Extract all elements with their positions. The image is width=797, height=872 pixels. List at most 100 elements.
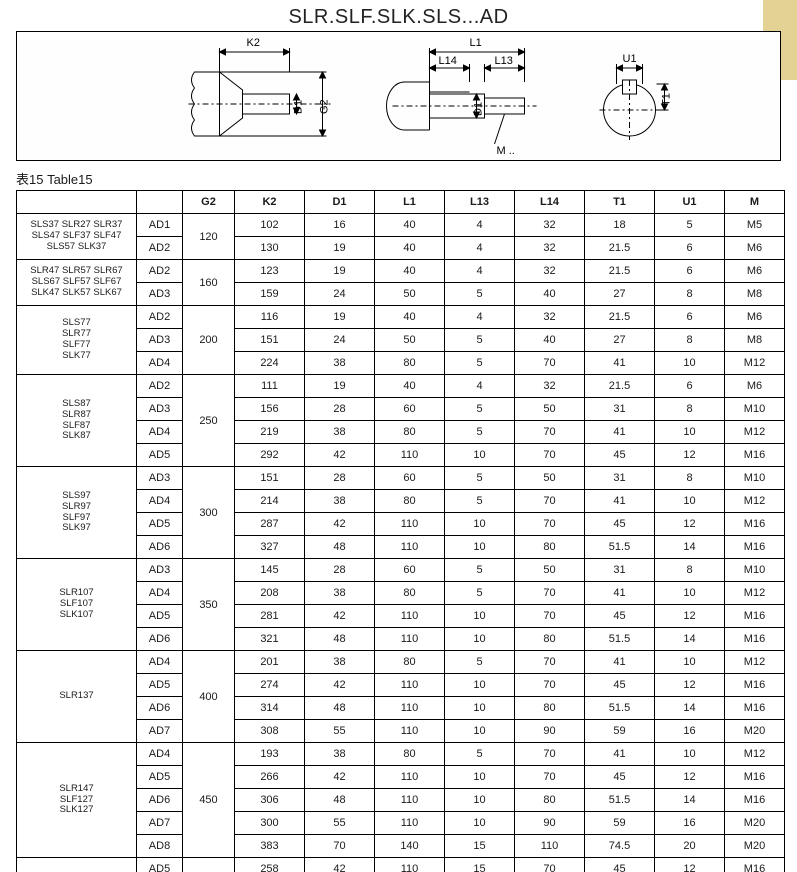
t1-cell: 45 <box>585 444 655 467</box>
l1-cell: 80 <box>375 490 445 513</box>
l14-cell: 70 <box>515 421 585 444</box>
table-row: SLR107SLF107SLK107AD33501452860550318M10 <box>17 559 785 582</box>
l13-cell: 10 <box>445 766 515 789</box>
ad-cell: AD7 <box>137 720 183 743</box>
l1-cell: 40 <box>375 306 445 329</box>
u1-cell: 8 <box>655 329 725 352</box>
l1-cell: 140 <box>375 835 445 858</box>
l14-cell: 50 <box>515 467 585 490</box>
t1-cell: 51.5 <box>585 628 655 651</box>
l1-cell: 110 <box>375 858 445 872</box>
u1-cell: 16 <box>655 720 725 743</box>
label-l1: L1 <box>470 37 482 49</box>
g2-cell: 400 <box>183 651 235 743</box>
u1-cell: 8 <box>655 398 725 421</box>
l14-cell: 90 <box>515 720 585 743</box>
d1-cell: 28 <box>305 559 375 582</box>
l1-cell: 50 <box>375 283 445 306</box>
l14-cell: 70 <box>515 444 585 467</box>
ad-cell: AD3 <box>137 559 183 582</box>
table-row: SLS97SLR97SLF97SLK97AD33001512860550318M… <box>17 467 785 490</box>
l13-cell: 5 <box>445 283 515 306</box>
ad-cell: AD5 <box>137 444 183 467</box>
model-cell: SLR107SLF107SLK107 <box>17 559 137 651</box>
u1-cell: 14 <box>655 697 725 720</box>
k2-cell: 130 <box>235 237 305 260</box>
d1-cell: 24 <box>305 283 375 306</box>
l14-cell: 80 <box>515 536 585 559</box>
d1-cell: 38 <box>305 421 375 444</box>
table-row: SLR147SLF127SLK127AD445019338805704110M1… <box>17 743 785 766</box>
table-row: SLS77SLR77SLF77SLK77AD2200116194043221.5… <box>17 306 785 329</box>
model-cell: SLR147SLF127SLK127 <box>17 743 137 858</box>
l14-cell: 70 <box>515 352 585 375</box>
l1-cell: 110 <box>375 628 445 651</box>
l14-cell: 40 <box>515 329 585 352</box>
u1-cell: 10 <box>655 352 725 375</box>
d1-cell: 38 <box>305 352 375 375</box>
l1-cell: 80 <box>375 651 445 674</box>
l13-cell: 5 <box>445 352 515 375</box>
k2-cell: 274 <box>235 674 305 697</box>
d1-cell: 19 <box>305 237 375 260</box>
m-cell: M12 <box>725 490 785 513</box>
l13-cell: 5 <box>445 398 515 421</box>
l1-cell: 110 <box>375 605 445 628</box>
label-k2: K2 <box>247 37 260 49</box>
table-row: SLR137AD440020138805704110M12 <box>17 651 785 674</box>
t1-cell: 21.5 <box>585 306 655 329</box>
t1-cell: 45 <box>585 605 655 628</box>
d1-cell: 38 <box>305 651 375 674</box>
l13-cell: 10 <box>445 605 515 628</box>
k2-cell: 266 <box>235 766 305 789</box>
k2-cell: 306 <box>235 789 305 812</box>
m-cell: M5 <box>725 214 785 237</box>
l13-cell: 15 <box>445 835 515 858</box>
l14-cell: 50 <box>515 398 585 421</box>
label-g2: G2 <box>319 99 331 114</box>
ad-cell: AD5 <box>137 858 183 872</box>
ad-cell: AD2 <box>137 260 183 283</box>
t1-cell: 41 <box>585 582 655 605</box>
l13-cell: 10 <box>445 674 515 697</box>
l14-cell: 80 <box>515 789 585 812</box>
l13-cell: 5 <box>445 490 515 513</box>
l13-cell: 5 <box>445 421 515 444</box>
spec-table: G2K2D1L1L13L14T1U1M SLS37 SLR27 SLR37 SL… <box>16 190 785 872</box>
t1-cell: 21.5 <box>585 375 655 398</box>
ad-cell: AD3 <box>137 329 183 352</box>
ad-cell: AD3 <box>137 398 183 421</box>
k2-cell: 281 <box>235 605 305 628</box>
m-cell: M6 <box>725 306 785 329</box>
l14-cell: 70 <box>515 513 585 536</box>
model-cell: SLS97SLR97SLF97SLK97 <box>17 467 137 559</box>
table-row: SLR167SLF157SLK157SLK167SLK187AD55502584… <box>17 858 785 872</box>
l14-cell: 110 <box>515 835 585 858</box>
m-cell: M16 <box>725 697 785 720</box>
t1-cell: 74.5 <box>585 835 655 858</box>
t1-cell: 31 <box>585 467 655 490</box>
model-cell: SLR47 SLR57 SLR67 SLS67 SLF57 SLF67 SLK4… <box>17 260 137 306</box>
l14-cell: 32 <box>515 237 585 260</box>
m-cell: M8 <box>725 329 785 352</box>
g2-cell: 450 <box>183 743 235 858</box>
t1-cell: 41 <box>585 352 655 375</box>
g2-cell: 550 <box>183 858 235 872</box>
u1-cell: 16 <box>655 812 725 835</box>
table-row: SLS87SLR87SLF87SLK87AD2250111194043221.5… <box>17 375 785 398</box>
l14-cell: 50 <box>515 559 585 582</box>
t1-cell: 51.5 <box>585 536 655 559</box>
t1-cell: 45 <box>585 858 655 872</box>
d1-cell: 48 <box>305 536 375 559</box>
label-l13: L13 <box>495 55 513 67</box>
d1-cell: 42 <box>305 444 375 467</box>
k2-cell: 156 <box>235 398 305 421</box>
u1-cell: 6 <box>655 306 725 329</box>
l13-cell: 10 <box>445 444 515 467</box>
m-cell: M20 <box>725 720 785 743</box>
technical-diagram: K2 D1 G2 <box>17 32 780 160</box>
k2-cell: 287 <box>235 513 305 536</box>
k2-cell: 314 <box>235 697 305 720</box>
d1-cell: 28 <box>305 398 375 421</box>
l1-cell: 110 <box>375 720 445 743</box>
